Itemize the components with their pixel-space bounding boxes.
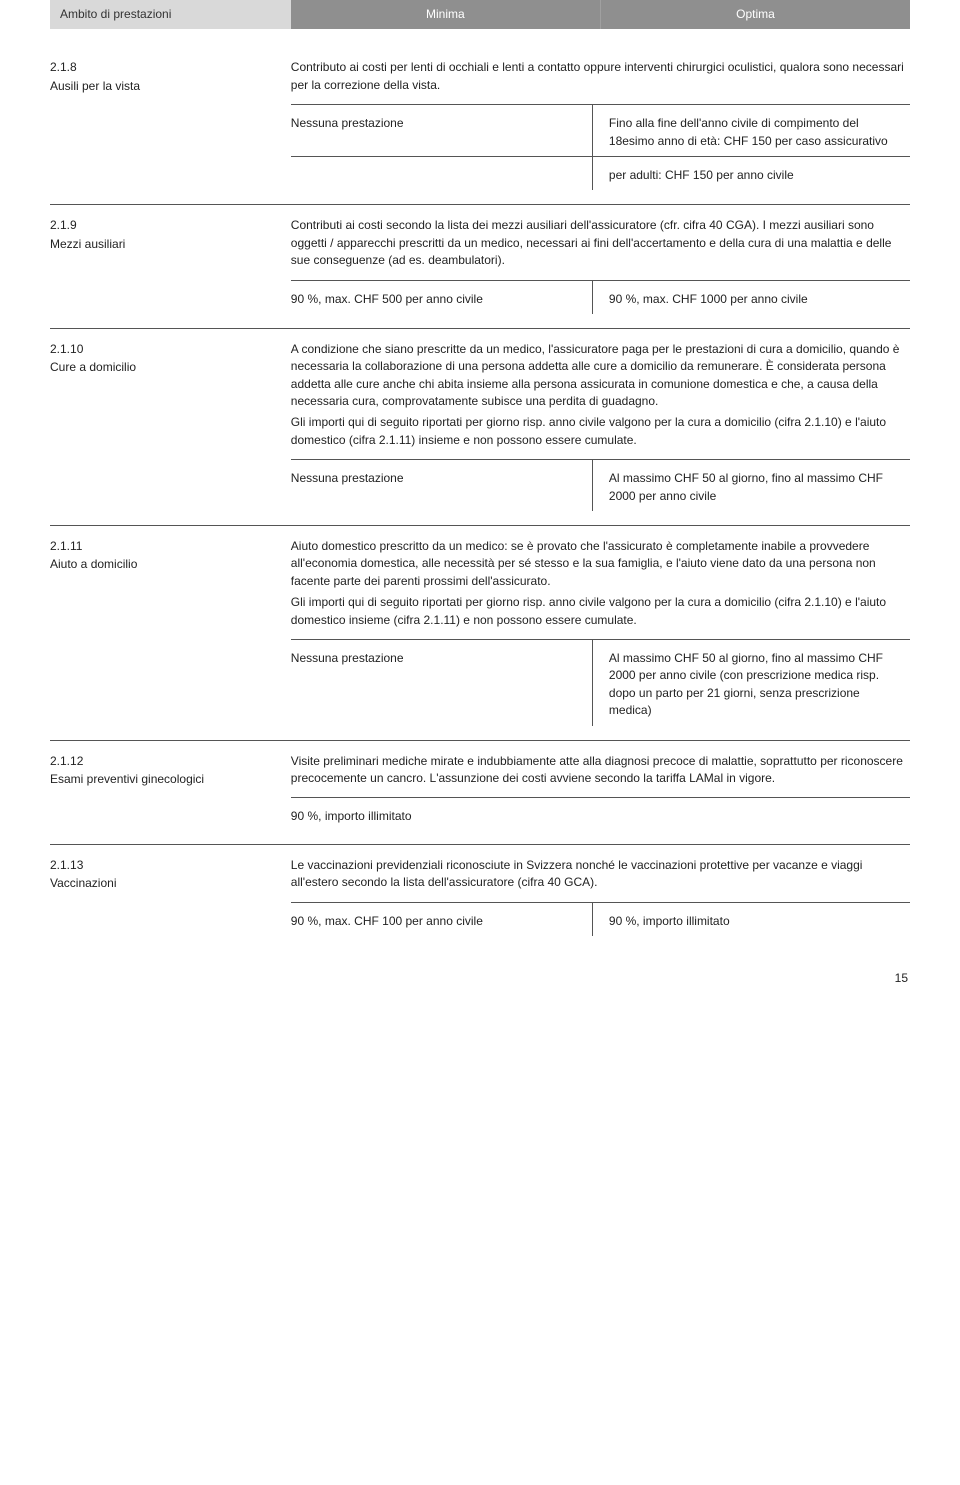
- section-title: Esami preventivi ginecologici: [50, 771, 273, 788]
- section-description: Contributo ai costi per lenti di occhial…: [291, 59, 910, 94]
- value-optima: per adulti: CHF 150 per anno civile: [592, 157, 910, 190]
- table-header: Ambito di prestazioni Minima Optima: [50, 0, 910, 29]
- section-description: Visite preliminari mediche mirate e indu…: [291, 753, 910, 788]
- value-row: 90 %, max. CHF 500 per anno civile90 %, …: [291, 280, 910, 314]
- section-number: 2.1.13: [50, 857, 273, 874]
- header-col-minima: Minima: [291, 0, 600, 29]
- section-number: 2.1.9: [50, 217, 273, 234]
- section-number: 2.1.12: [50, 753, 273, 770]
- value-row: Nessuna prestazioneAl massimo CHF 50 al …: [291, 459, 910, 511]
- section-title: Vaccinazioni: [50, 875, 273, 892]
- section-number: 2.1.10: [50, 341, 273, 358]
- section-description: Aiuto domestico prescritto da un medico:…: [291, 538, 910, 629]
- benefit-section: 2.1.9 Mezzi ausiliari Contributi ai costi …: [50, 205, 910, 329]
- section-right: A condizione che siano prescritte da un …: [291, 341, 910, 511]
- section-right: Contributo ai costi per lenti di occhial…: [291, 59, 910, 190]
- section-right: Le vaccinazioni previdenziali riconosciu…: [291, 857, 910, 936]
- section-left: 2.1.13Vaccinazioni: [50, 857, 291, 936]
- page-number: 15: [50, 970, 910, 987]
- value-row-full: 90 %, importo illimitato: [291, 797, 910, 829]
- value-minima: [291, 157, 592, 190]
- section-title: Cure a domicilio: [50, 359, 273, 376]
- section-right: Contributi ai costi secondo la lista dei…: [291, 217, 910, 314]
- benefit-section: 2.1.13VaccinazioniLe vaccinazioni previd…: [50, 845, 910, 950]
- benefit-section: 2.1.8 Ausili per la vista Contributo ai co…: [50, 47, 910, 205]
- value-row: Nessuna prestazioneAl massimo CHF 50 al …: [291, 639, 910, 726]
- value-row: Nessuna prestazioneFino alla fine dell'a…: [291, 104, 910, 156]
- value-optima: Al massimo CHF 50 al giorno, fino al mas…: [592, 460, 910, 511]
- section-left: 2.1.11Aiuto a domicilio: [50, 538, 291, 726]
- section-description: Le vaccinazioni previdenziali riconosciu…: [291, 857, 910, 892]
- header-col-optima: Optima: [600, 0, 910, 29]
- section-title: Ausili per la vista: [50, 78, 273, 95]
- section-description: Contributi ai costi secondo la lista dei…: [291, 217, 910, 269]
- section-left: 2.1.8 Ausili per la vista: [50, 59, 291, 190]
- benefit-section: 2.1.12Esami preventivi ginecologiciVisit…: [50, 741, 910, 845]
- value-optima: 90 %, max. CHF 1000 per anno civile: [592, 281, 910, 314]
- value-minima: 90 %, max. CHF 100 per anno civile: [291, 903, 592, 936]
- section-left: 2.1.12Esami preventivi ginecologici: [50, 753, 291, 830]
- section-title: Mezzi ausiliari: [50, 236, 273, 253]
- section-right: Visite preliminari mediche mirate e indu…: [291, 753, 910, 830]
- section-number: 2.1.8: [50, 59, 273, 76]
- benefit-section: 2.1.11Aiuto a domicilioAiuto domestico p…: [50, 526, 910, 741]
- value-optima: Al massimo CHF 50 al giorno, fino al mas…: [592, 640, 910, 726]
- section-right: Aiuto domestico prescritto da un medico:…: [291, 538, 910, 726]
- section-number: 2.1.11: [50, 538, 273, 555]
- section-title: Aiuto a domicilio: [50, 556, 273, 573]
- value-minima: Nessuna prestazione: [291, 460, 592, 511]
- section-description: A condizione che siano prescritte da un …: [291, 341, 910, 449]
- value-optima: Fino alla fine dell'anno civile di compi…: [592, 105, 910, 156]
- value-optima: 90 %, importo illimitato: [592, 903, 910, 936]
- value-minima: Nessuna prestazione: [291, 640, 592, 726]
- section-left: 2.1.10Cure a domicilio: [50, 341, 291, 511]
- section-left: 2.1.9 Mezzi ausiliari: [50, 217, 291, 314]
- value-minima: Nessuna prestazione: [291, 105, 592, 156]
- value-row: per adulti: CHF 150 per anno civile: [291, 156, 910, 190]
- value-row: 90 %, max. CHF 100 per anno civile90 %, …: [291, 902, 910, 936]
- benefit-section: 2.1.10Cure a domicilioA condizione che s…: [50, 329, 910, 526]
- value-minima: 90 %, max. CHF 500 per anno civile: [291, 281, 592, 314]
- header-label: Ambito di prestazioni: [50, 0, 291, 29]
